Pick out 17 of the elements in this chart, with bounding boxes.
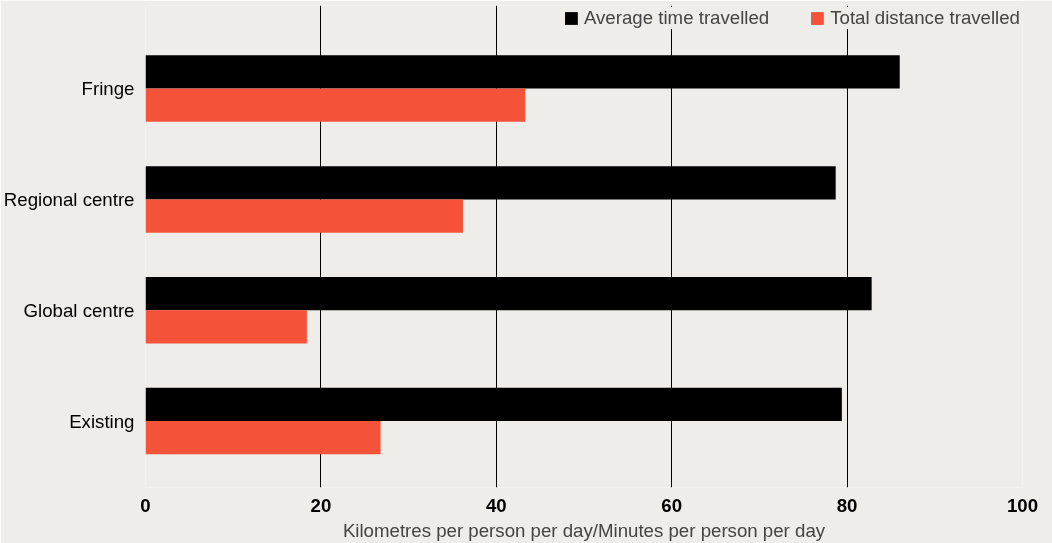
bar — [145, 421, 381, 455]
legend-label: Total distance travelled — [830, 7, 1020, 29]
x-tick-label: 60 — [661, 494, 683, 516]
x-tick-label: 40 — [485, 494, 507, 516]
y-tick-label: Global centre — [23, 299, 135, 321]
x-tick-label: 100 — [1006, 494, 1039, 516]
x-tick-label: 80 — [836, 494, 858, 516]
legend-label: Average time travelled — [583, 7, 770, 29]
x-axis-title: Kilometres per person per day/Minutes per person per day — [342, 519, 826, 541]
y-tick-label: Existing — [69, 410, 135, 432]
bar — [145, 310, 307, 344]
bar — [145, 88, 526, 122]
x-tick-label: 0 — [140, 494, 151, 516]
x-tick-label: 20 — [310, 494, 332, 516]
y-tick-label: Fringe — [81, 78, 135, 100]
bar — [145, 199, 463, 233]
y-tick-label: Regional centre — [3, 188, 135, 210]
